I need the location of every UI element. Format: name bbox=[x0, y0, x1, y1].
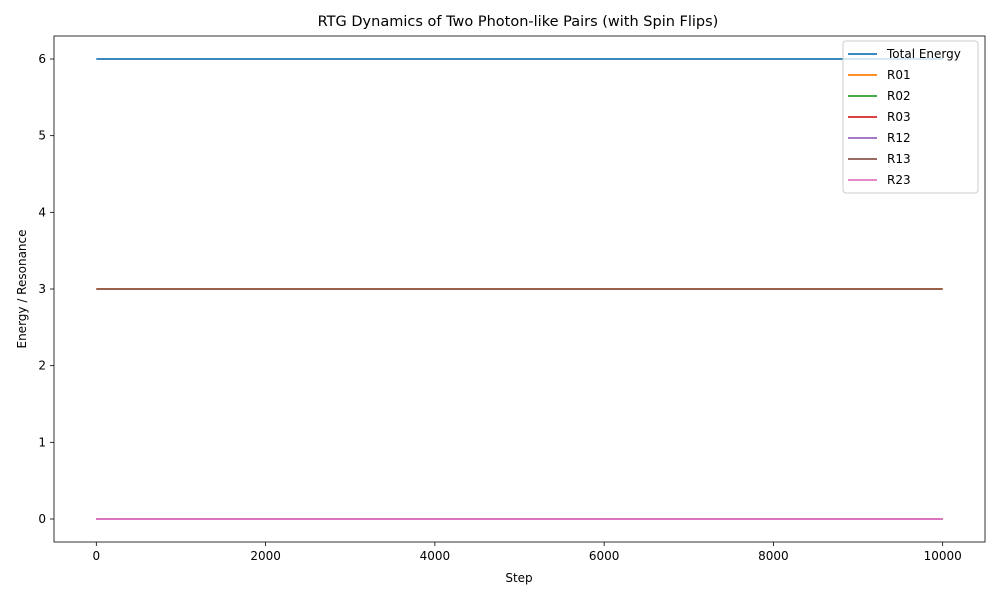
y-axis-ticks: 0 1 2 3 4 5 6 bbox=[38, 52, 54, 526]
x-tick-label: 2000 bbox=[250, 549, 281, 563]
x-axis-label: Step bbox=[505, 571, 532, 585]
x-tick-label: 0 bbox=[92, 549, 100, 563]
x-tick-label: 6000 bbox=[589, 549, 620, 563]
legend-label: R23 bbox=[887, 173, 911, 187]
x-tick-label: 10000 bbox=[924, 549, 962, 563]
y-tick-label: 6 bbox=[38, 52, 46, 66]
legend-label: R12 bbox=[887, 131, 911, 145]
x-tick-label: 4000 bbox=[420, 549, 451, 563]
legend-label: R13 bbox=[887, 152, 911, 166]
legend-label: R03 bbox=[887, 110, 911, 124]
y-tick-label: 5 bbox=[38, 129, 46, 143]
legend-label: Total Energy bbox=[886, 47, 961, 61]
x-tick-label: 8000 bbox=[758, 549, 789, 563]
legend-label: R01 bbox=[887, 68, 911, 82]
y-tick-label: 0 bbox=[38, 512, 46, 526]
y-axis-label: Energy / Resonance bbox=[15, 229, 29, 348]
legend: Total Energy R01 R02 R03 R12 R13 R23 bbox=[842, 40, 979, 194]
x-axis-ticks: 0 2000 4000 6000 8000 10000 bbox=[92, 542, 962, 563]
series-layer bbox=[96, 58, 943, 520]
y-tick-label: 3 bbox=[38, 282, 46, 296]
legend-label: R02 bbox=[887, 89, 911, 103]
legend-box bbox=[842, 40, 979, 194]
chart-title: RTG Dynamics of Two Photon-like Pairs (w… bbox=[318, 14, 719, 30]
y-tick-label: 1 bbox=[38, 435, 46, 449]
y-tick-label: 2 bbox=[38, 359, 46, 373]
y-tick-label: 4 bbox=[38, 205, 46, 219]
